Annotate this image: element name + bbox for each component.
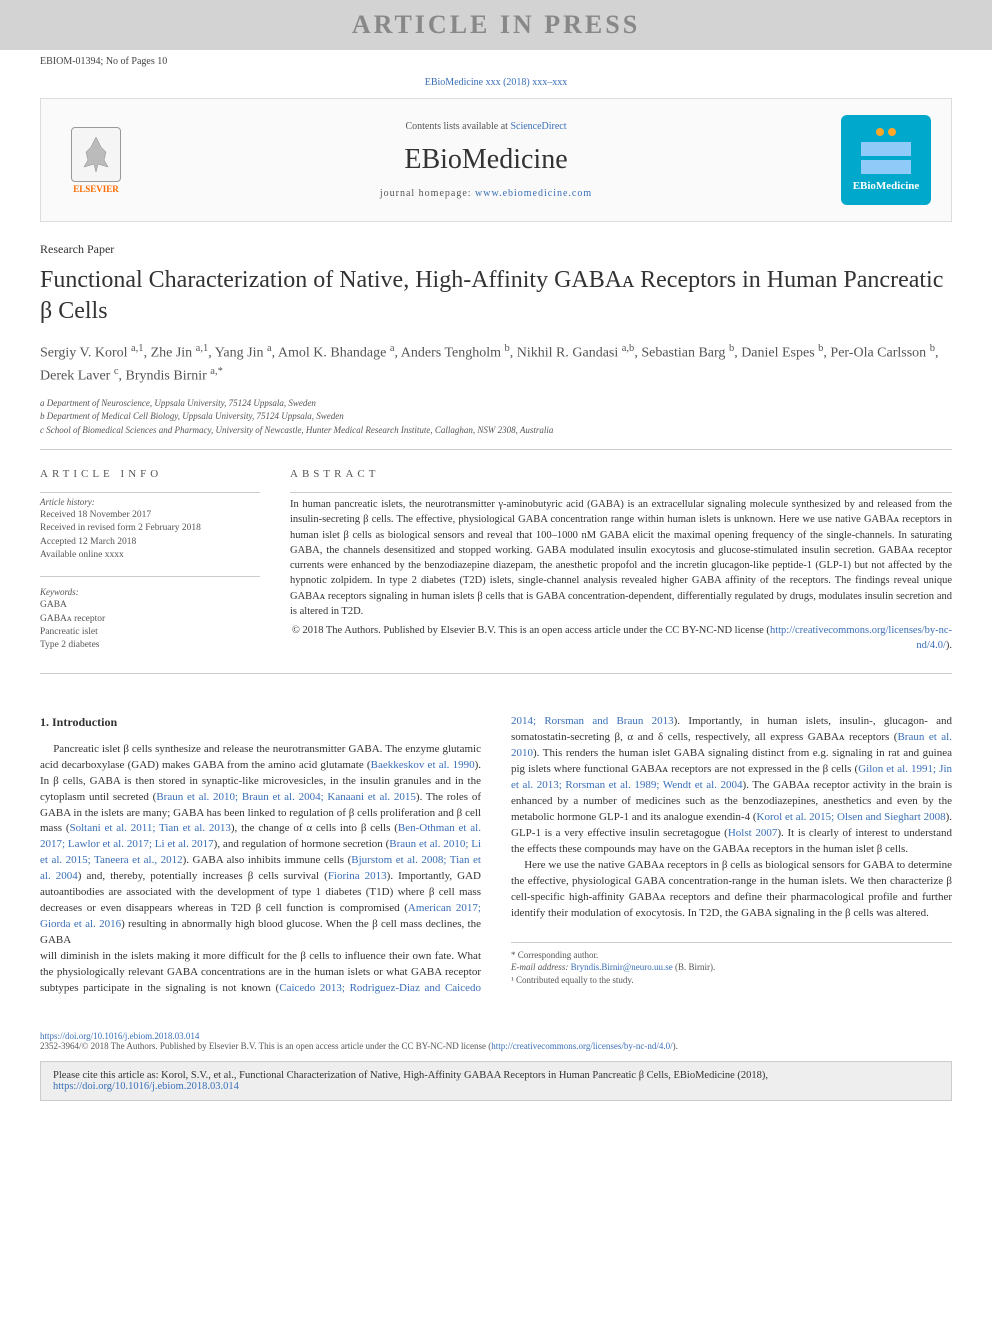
article-info-column: ARTICLE INFO Article history: Received 1… — [40, 468, 260, 653]
doi-block: https://doi.org/10.1016/j.ebiom.2018.03.… — [40, 1031, 952, 1051]
copyright-line: © 2018 The Authors. Published by Elsevie… — [290, 623, 952, 653]
email-label: E-mail address: — [511, 962, 568, 972]
doi-copyright-text: 2352-3964/© 2018 The Authors. Published … — [40, 1041, 491, 1051]
history-item: Received 18 November 2017 — [40, 509, 260, 522]
keywords-label: Keywords: — [40, 576, 260, 597]
info-abstract-row: ARTICLE INFO Article history: Received 1… — [40, 450, 952, 674]
affiliation: a Department of Neuroscience, Uppsala Un… — [40, 397, 952, 411]
email-link[interactable]: Bryndis.Birnir@neuro.uu.se — [571, 962, 673, 972]
email-name: (B. Birnir). — [673, 962, 716, 972]
abstract-column: ABSTRACT In human pancreatic islets, the… — [290, 468, 952, 653]
journal-banner: ELSEVIER Contents lists available at Sci… — [40, 98, 952, 222]
intro-paragraph: Here we use the native GABAᴀ receptors i… — [511, 858, 952, 922]
badge-dots-icon — [876, 128, 896, 136]
badge-bar-icon — [861, 142, 911, 156]
history-item: Accepted 12 March 2018 — [40, 536, 260, 549]
sciencedirect-link[interactable]: ScienceDirect — [510, 121, 566, 132]
article-info-heading: ARTICLE INFO — [40, 468, 260, 480]
article-title: Functional Characterization of Native, H… — [40, 265, 952, 327]
elsevier-label: ELSEVIER — [73, 184, 119, 194]
history-label: Article history: — [40, 497, 260, 507]
keyword: Type 2 diabetes — [40, 639, 260, 652]
history-item: Available online xxxx — [40, 549, 260, 562]
footnotes: * Corresponding author. E-mail address: … — [511, 942, 952, 987]
homepage-link[interactable]: www.ebiomedicine.com — [475, 188, 592, 199]
copyright-tail: ). — [946, 640, 952, 651]
keyword: Pancreatic islet — [40, 626, 260, 639]
intro-heading: 1. Introduction — [40, 714, 481, 731]
affiliation: b Department of Medical Cell Biology, Up… — [40, 410, 952, 424]
doi-tail: ). — [673, 1041, 678, 1051]
copyright-text: © 2018 The Authors. Published by Elsevie… — [292, 625, 770, 636]
homepage-prefix: journal homepage: — [380, 188, 475, 199]
journal-reference-line: EBioMedicine xxx (2018) xxx–xxx — [0, 73, 992, 98]
keyword: GABA — [40, 599, 260, 612]
citation-text: Please cite this article as: Korol, S.V.… — [53, 1070, 768, 1081]
affiliation: c School of Biomedical Sciences and Phar… — [40, 424, 952, 438]
article-in-press-text: ARTICLE IN PRESS — [0, 10, 992, 40]
contents-prefix: Contents lists available at — [405, 121, 510, 132]
abstract-heading: ABSTRACT — [290, 468, 952, 480]
badge-bar-icon — [861, 160, 911, 174]
cc-license-link[interactable]: http://creativecommons.org/licenses/by-n… — [770, 625, 952, 651]
journal-homepage-line: journal homepage: www.ebiomedicine.com — [131, 188, 841, 199]
journal-name: EBioMedicine — [131, 144, 841, 176]
email-line: E-mail address: Bryndis.Birnir@neuro.uu.… — [511, 961, 952, 974]
elsevier-tree-icon — [71, 127, 121, 182]
doi-copyright-line: 2352-3964/© 2018 The Authors. Published … — [40, 1041, 952, 1051]
author-list: Sergiy V. Korol a,1, Zhe Jin a,1, Yang J… — [40, 341, 952, 386]
doi-link[interactable]: https://doi.org/10.1016/j.ebiom.2018.03.… — [40, 1031, 199, 1041]
banner-center: Contents lists available at ScienceDirec… — [131, 121, 841, 199]
elsevier-logo: ELSEVIER — [61, 120, 131, 200]
introduction-section: 1. Introduction Pancreatic islet β cells… — [40, 714, 952, 996]
intro-paragraph: Pancreatic islet β cells synthesize and … — [40, 742, 481, 949]
page-id-header: EBIOM-01394; No of Pages 10 — [0, 50, 992, 73]
contribution-note: ¹ Contributed equally to the study. — [511, 974, 952, 987]
cc-license-link[interactable]: http://creativecommons.org/licenses/by-n… — [491, 1041, 672, 1051]
article-type: Research Paper — [40, 242, 952, 257]
article-in-press-banner: ARTICLE IN PRESS — [0, 0, 992, 50]
citation-doi-link[interactable]: https://doi.org/10.1016/j.ebiom.2018.03.… — [53, 1081, 239, 1092]
contents-line: Contents lists available at ScienceDirec… — [131, 121, 841, 132]
citation-box: Please cite this article as: Korol, S.V.… — [40, 1061, 952, 1101]
affiliations: a Department of Neuroscience, Uppsala Un… — [40, 397, 952, 451]
keyword: GABAᴀ receptor — [40, 613, 260, 626]
history-item: Received in revised form 2 February 2018 — [40, 522, 260, 535]
badge-label: EBioMedicine — [853, 180, 920, 192]
corresponding-author-note: * Corresponding author. — [511, 949, 952, 962]
ebiomedicine-badge: EBioMedicine — [841, 115, 931, 205]
abstract-text: In human pancreatic islets, the neurotra… — [290, 497, 952, 619]
